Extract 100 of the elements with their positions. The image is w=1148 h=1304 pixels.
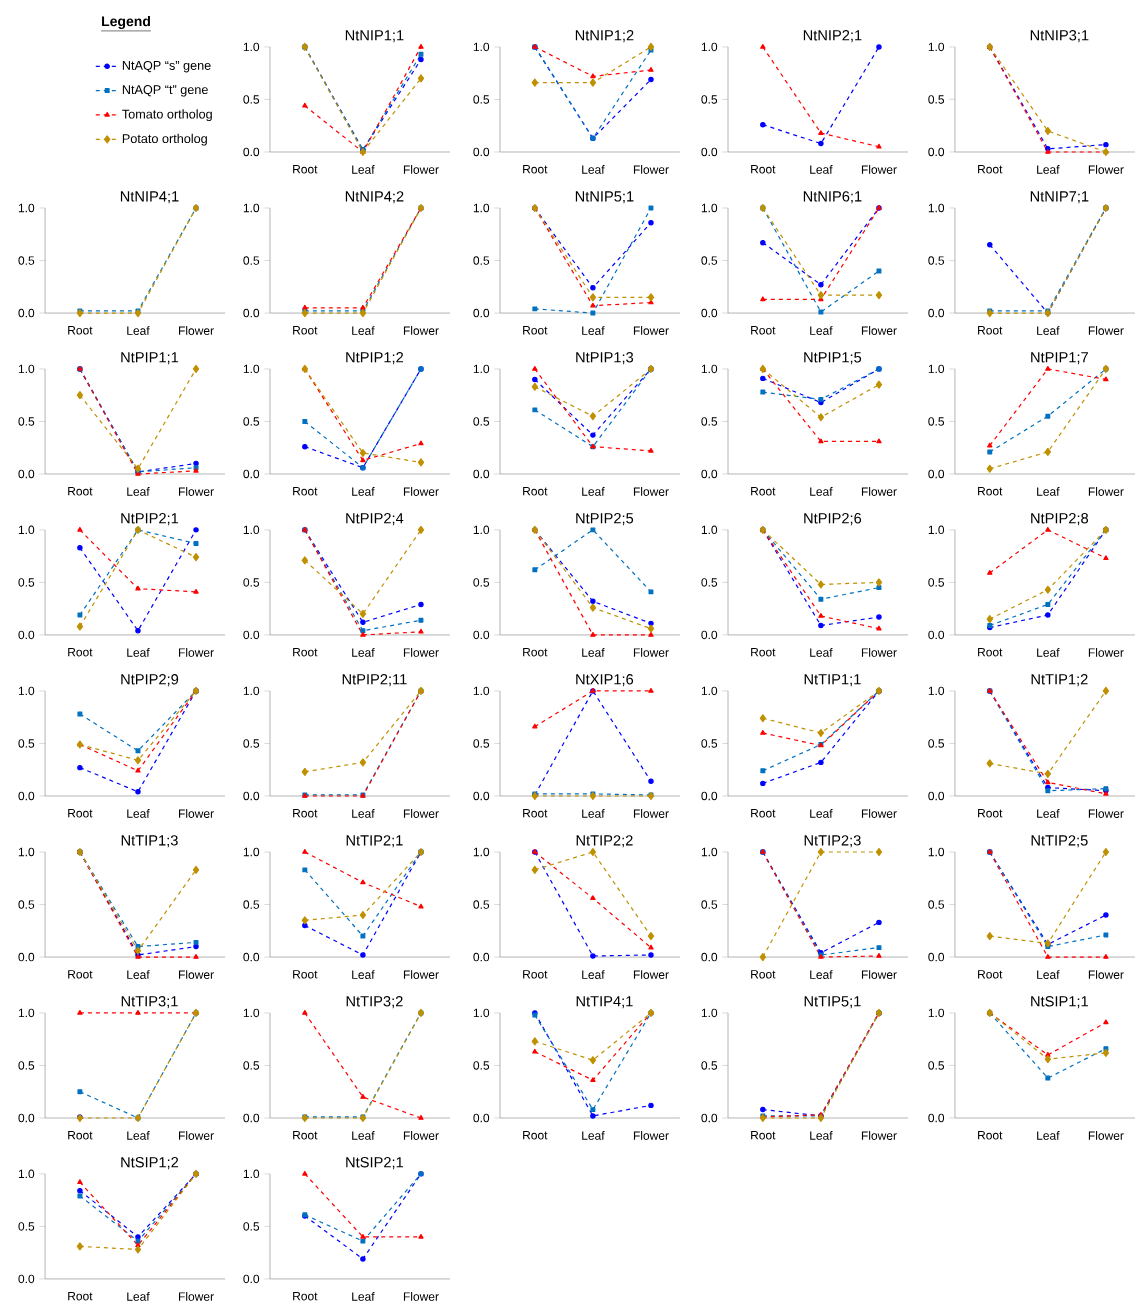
- chart-title: NtTIP2;1: [346, 835, 403, 848]
- x-tick-label: Root: [68, 1291, 93, 1301]
- y-tick-label: 1.0: [928, 1008, 945, 1018]
- y-tick-label: 0.5: [701, 256, 718, 265]
- x-tick-label: Leaf: [1037, 326, 1060, 335]
- y-tick-label: 0.0: [243, 952, 260, 962]
- x-tick-label: Root: [293, 165, 318, 174]
- y-tick-label: 0.0: [473, 1113, 490, 1123]
- chart-title: NtNIP6;1: [803, 191, 862, 204]
- chart-title: NtPIP2;9: [121, 674, 179, 687]
- x-tick-label: Flower: [633, 970, 669, 979]
- x-tick-label: Flower: [861, 809, 897, 818]
- y-tick-label: 0.5: [473, 578, 490, 587]
- chart-title: NtNIP3;1: [1030, 30, 1089, 43]
- x-tick-label: Flower: [179, 1291, 214, 1301]
- x-tick-label: Flower: [1088, 809, 1124, 818]
- y-tick-label: 1.0: [928, 364, 945, 374]
- y-tick-label: 1.0: [928, 42, 945, 52]
- chart-title: NtPIP2;11: [342, 674, 407, 687]
- x-tick-label: Leaf: [352, 487, 375, 496]
- chart-title: NtSIP1;2: [121, 1157, 179, 1170]
- chart-title: NtPIP2;5: [576, 513, 634, 526]
- y-tick-label: 0.5: [928, 739, 945, 748]
- y-tick-label: 1.0: [18, 203, 35, 213]
- y-tick-label: 0.0: [243, 791, 260, 801]
- chart-title: NtPIP2;6: [804, 513, 862, 526]
- chart-title: NtTIP3;2: [346, 996, 403, 1009]
- x-tick-label: Leaf: [1037, 970, 1060, 979]
- chart-title: NtSIP1;1: [1031, 996, 1088, 1009]
- x-tick-label: Flower: [403, 809, 439, 818]
- y-tick-label: 0.0: [701, 1113, 718, 1123]
- y-tick-label: 0.0: [473, 630, 490, 640]
- x-tick-label: Root: [978, 970, 1003, 979]
- x-tick-label: Flower: [179, 970, 214, 979]
- y-tick-label: 0.5: [18, 1061, 35, 1070]
- x-tick-label: Leaf: [352, 1131, 375, 1140]
- y-tick-label: 0.5: [18, 256, 35, 265]
- x-tick-label: Flower: [403, 647, 439, 657]
- x-tick-label: Flower: [633, 809, 669, 818]
- x-tick-label: Flower: [403, 165, 439, 174]
- x-tick-label: Root: [978, 487, 1003, 496]
- x-tick-label: Flower: [403, 487, 439, 496]
- x-tick-label: Flower: [179, 487, 214, 496]
- y-tick-label: 1.0: [701, 203, 718, 213]
- x-tick-label: Leaf: [127, 1292, 150, 1301]
- y-tick-label: 0.0: [473, 952, 490, 962]
- y-tick-label: 0.5: [473, 417, 490, 426]
- chart-title: NtTIP5;1: [804, 996, 861, 1009]
- y-tick-label: 1.0: [473, 847, 490, 857]
- x-tick-label: Leaf: [810, 326, 833, 335]
- y-tick-label: 0.0: [243, 147, 260, 157]
- y-tick-label: 1.0: [701, 847, 718, 857]
- x-tick-label: Leaf: [127, 326, 150, 335]
- y-tick-label: 0.5: [243, 256, 260, 265]
- y-tick-label: 1.0: [701, 525, 718, 535]
- x-tick-label: Leaf: [582, 809, 605, 818]
- chart-title: NtNIP4;2: [345, 191, 404, 204]
- chart-title: NtNIP7;1: [1030, 191, 1089, 204]
- y-tick-label: 0.0: [243, 1113, 260, 1123]
- x-tick-label: Root: [293, 487, 318, 496]
- x-tick-label: Leaf: [582, 1131, 605, 1140]
- x-tick-label: Flower: [403, 1131, 439, 1140]
- x-tick-label: Root: [68, 809, 93, 818]
- y-tick-label: 0.0: [243, 308, 260, 318]
- y-tick-label: 0.0: [928, 791, 945, 801]
- x-tick-label: Root: [523, 1131, 548, 1140]
- chart-title: NtPIP2;4: [346, 513, 404, 526]
- x-tick-label: Leaf: [582, 326, 605, 335]
- x-tick-label: Root: [751, 1131, 776, 1140]
- y-tick-label: 0.0: [701, 469, 718, 479]
- x-tick-label: Root: [68, 487, 93, 496]
- x-tick-label: Flower: [1088, 165, 1124, 174]
- y-tick-label: 1.0: [473, 525, 490, 535]
- x-tick-label: Root: [68, 326, 93, 335]
- y-tick-label: 1.0: [18, 686, 35, 696]
- y-tick-label: 1.0: [243, 686, 260, 696]
- x-tick-label: Flower: [861, 1131, 897, 1140]
- x-tick-label: Flower: [633, 1131, 669, 1140]
- y-tick-label: 0.5: [928, 578, 945, 587]
- x-tick-label: Leaf: [582, 648, 605, 657]
- chart-title: NtNIP4;1: [120, 191, 179, 204]
- y-tick-label: 0.5: [18, 1222, 35, 1231]
- x-tick-label: Flower: [179, 1131, 214, 1140]
- chart-title: NtNIP1;2: [575, 30, 634, 43]
- y-tick-label: 0.5: [18, 578, 35, 587]
- chart-title: NtNIP1;1: [345, 30, 404, 43]
- x-tick-label: Leaf: [582, 970, 605, 979]
- x-tick-label: Root: [293, 1131, 318, 1140]
- x-tick-label: Flower: [1088, 970, 1124, 979]
- y-tick-label: 0.5: [18, 900, 35, 909]
- y-tick-label: 1.0: [473, 42, 490, 52]
- y-tick-label: 1.0: [473, 364, 490, 374]
- x-tick-label: Leaf: [1037, 1131, 1060, 1140]
- y-tick-label: 1.0: [243, 1008, 260, 1018]
- y-tick-label: 0.5: [473, 900, 490, 909]
- x-tick-label: Flower: [633, 326, 669, 335]
- y-tick-label: 0.0: [243, 469, 260, 479]
- y-tick-label: 0.0: [701, 308, 718, 318]
- y-tick-label: 1.0: [701, 42, 718, 52]
- legend-label: Potato ortholog: [122, 133, 207, 146]
